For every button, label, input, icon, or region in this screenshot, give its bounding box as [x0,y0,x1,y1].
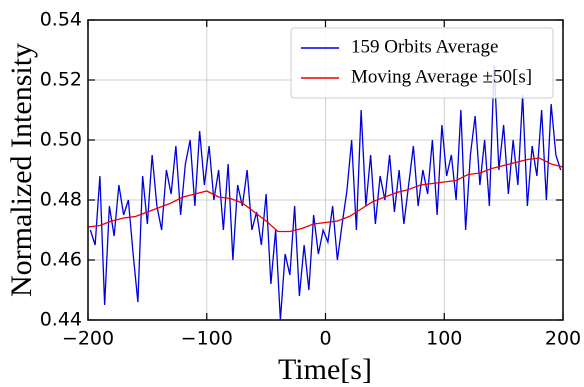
y-tick-label: 0.50 [40,129,82,151]
legend-label: Moving Average ±50[s] [351,66,532,87]
legend-label: 159 Orbits Average [351,36,498,57]
x-tick-label: 0 [319,328,331,350]
y-tick-label: 0.54 [40,9,82,31]
y-tick-label: 0.48 [40,189,82,211]
x-tick-label: −200 [62,328,114,350]
y-tick-label: 0.46 [40,249,82,271]
y-tick-label: 0.44 [40,309,82,331]
y-axis-label: Normalized Intensity [5,43,38,297]
plot-frame [87,19,564,321]
x-tick-label: 200 [545,328,581,350]
x-tick-label: 100 [426,328,462,350]
x-tick-label: −100 [181,328,233,350]
data-line [87,157,564,233]
y-tick-label: 0.52 [40,69,82,91]
legend-box [290,27,554,99]
x-axis-label: Time[s] [278,353,372,386]
data-line [89,64,562,321]
